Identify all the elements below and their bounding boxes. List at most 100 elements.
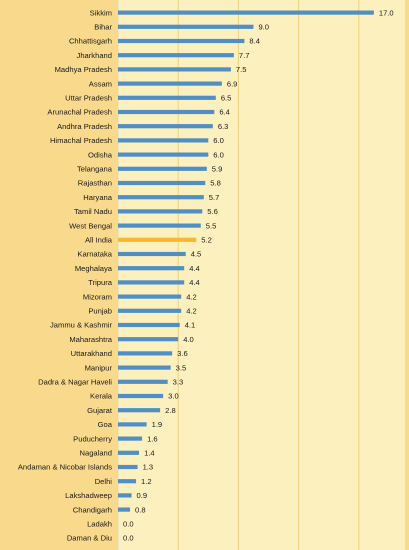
category-label: Jammu & Kashmir bbox=[50, 321, 113, 330]
category-label: Nagaland bbox=[79, 449, 112, 458]
value-label: 6.0 bbox=[213, 150, 224, 159]
value-label: 7.7 bbox=[239, 51, 250, 60]
category-label: Chandigarh bbox=[73, 505, 112, 514]
bar bbox=[118, 180, 206, 186]
category-label: Lakshadweep bbox=[65, 491, 112, 500]
bar bbox=[118, 166, 207, 171]
value-label: 4.2 bbox=[186, 292, 197, 301]
category-label: Assam bbox=[89, 79, 112, 88]
bar bbox=[118, 493, 132, 498]
category-label: Ladakh bbox=[87, 520, 112, 529]
value-label: 6.0 bbox=[213, 136, 224, 145]
category-label: Gujarat bbox=[87, 406, 113, 415]
bar bbox=[118, 152, 209, 157]
category-label: Kerala bbox=[90, 392, 113, 401]
category-label: Uttarakhand bbox=[71, 349, 112, 358]
bar bbox=[118, 422, 147, 427]
value-label: 4.2 bbox=[186, 307, 197, 316]
category-label: Rajasthan bbox=[78, 179, 112, 188]
value-label: 6.3 bbox=[218, 122, 229, 131]
category-label: Puducherry bbox=[73, 434, 112, 443]
category-label: Sikkim bbox=[90, 8, 112, 17]
value-label: 6.4 bbox=[219, 108, 230, 117]
value-label: 3.5 bbox=[176, 363, 187, 372]
category-label: Haryana bbox=[83, 193, 112, 202]
bar bbox=[118, 209, 203, 214]
category-label: Goa bbox=[98, 420, 113, 429]
bar bbox=[118, 280, 185, 285]
bar bbox=[118, 195, 204, 200]
value-label: 3.6 bbox=[177, 349, 188, 358]
category-label: West Bengal bbox=[69, 221, 112, 230]
value-label: 3.3 bbox=[173, 378, 184, 387]
category-label: Jharkhand bbox=[77, 51, 112, 60]
value-label: 17.0 bbox=[379, 8, 394, 17]
plot-area bbox=[118, 0, 405, 550]
category-label: Maharashtra bbox=[69, 335, 112, 344]
bar bbox=[118, 124, 213, 129]
value-label: 1.2 bbox=[141, 477, 152, 486]
bar bbox=[118, 351, 173, 356]
category-label: Telangana bbox=[77, 165, 113, 174]
bar bbox=[118, 308, 182, 313]
bar bbox=[118, 379, 168, 384]
bar bbox=[118, 81, 222, 86]
bar bbox=[118, 337, 179, 342]
category-label: Dadra & Nagar Haveli bbox=[38, 378, 112, 387]
value-label: 6.9 bbox=[227, 79, 238, 88]
value-label: 7.5 bbox=[236, 65, 247, 74]
value-label: 1.4 bbox=[144, 449, 155, 458]
bar bbox=[118, 393, 164, 399]
category-label: Andhra Pradesh bbox=[57, 122, 112, 131]
value-label: 1.6 bbox=[147, 434, 158, 443]
bar bbox=[118, 479, 137, 484]
bar bbox=[118, 24, 254, 29]
bar bbox=[118, 408, 161, 413]
bar-highlight bbox=[118, 237, 197, 242]
value-label: 5.8 bbox=[210, 179, 221, 188]
category-label: All India bbox=[85, 236, 113, 245]
category-label: Delhi bbox=[95, 477, 113, 486]
value-label: 6.5 bbox=[221, 94, 232, 103]
value-label: 4.0 bbox=[183, 335, 194, 344]
category-label: Manipur bbox=[85, 363, 113, 372]
value-label: 2.8 bbox=[165, 406, 176, 415]
value-label: 5.2 bbox=[201, 236, 212, 245]
value-label: 4.1 bbox=[185, 321, 196, 330]
bar bbox=[118, 138, 209, 143]
bar bbox=[118, 95, 216, 100]
bar bbox=[118, 464, 138, 470]
value-label: 0.0 bbox=[123, 520, 134, 529]
bar bbox=[118, 322, 180, 328]
bar bbox=[118, 109, 215, 115]
value-label: 0.9 bbox=[137, 491, 148, 500]
category-label: Tripura bbox=[88, 278, 113, 287]
bar bbox=[118, 53, 234, 58]
value-label: 0.0 bbox=[123, 534, 134, 543]
category-label: Meghalaya bbox=[75, 264, 113, 273]
bar bbox=[118, 38, 245, 44]
bar bbox=[118, 507, 131, 512]
bar bbox=[118, 10, 374, 15]
value-label: 8.4 bbox=[249, 37, 260, 46]
category-label: Odisha bbox=[88, 150, 113, 159]
category-label: Daman & Diu bbox=[67, 534, 112, 543]
category-label: Himachal Pradesh bbox=[50, 136, 112, 145]
bar bbox=[118, 365, 171, 370]
value-label: 5.6 bbox=[207, 207, 218, 216]
category-label: Punjab bbox=[88, 307, 112, 316]
value-label: 9.0 bbox=[258, 23, 269, 32]
bar bbox=[118, 436, 143, 441]
value-label: 4.5 bbox=[191, 250, 202, 259]
category-label: Tamil Nadu bbox=[74, 207, 112, 216]
value-label: 5.5 bbox=[206, 221, 217, 230]
bar bbox=[118, 251, 186, 257]
category-label: Karnataka bbox=[77, 250, 112, 259]
bar bbox=[118, 223, 201, 228]
bar bbox=[118, 294, 182, 299]
value-label: 3.0 bbox=[168, 392, 179, 401]
value-label: 5.9 bbox=[212, 165, 223, 174]
category-label: Madhya Pradesh bbox=[55, 65, 112, 74]
